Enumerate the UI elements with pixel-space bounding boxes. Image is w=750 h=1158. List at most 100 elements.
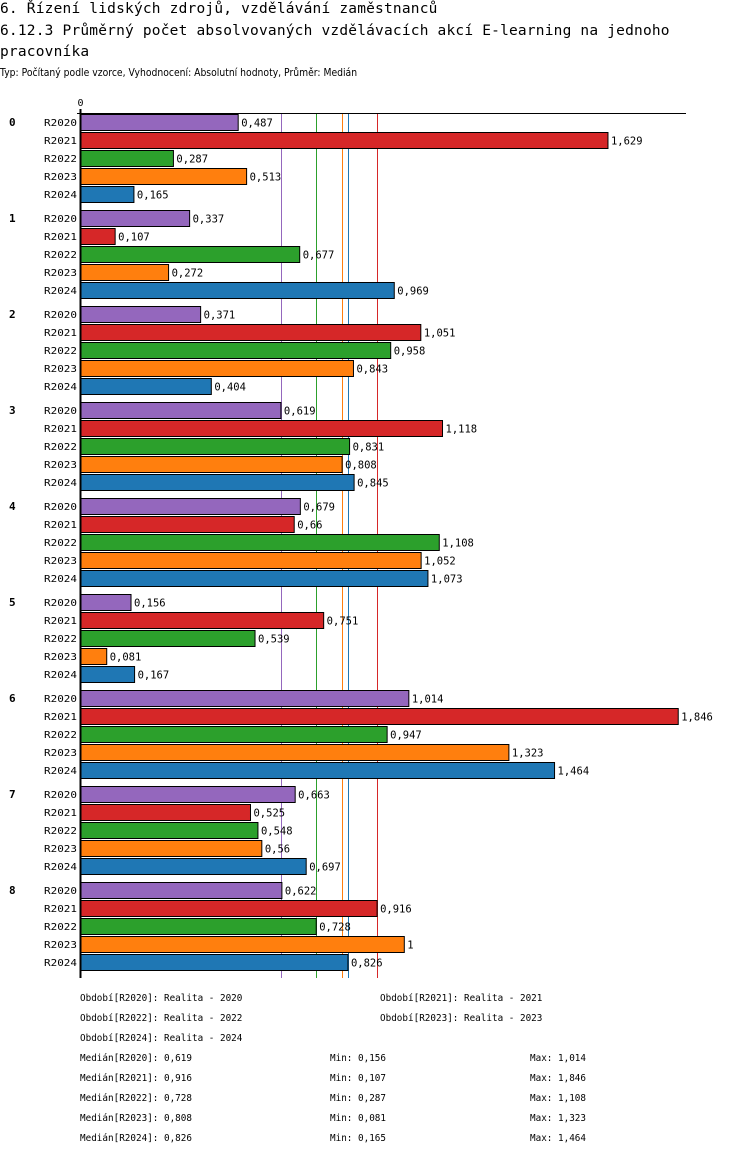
series-label: R2022 [44,634,77,645]
bar-r2022 [80,150,174,167]
bar-r2020 [80,786,296,803]
bar-r2024 [80,858,307,875]
legend-period-r2024: Období[R2024]: Realita - 2024 [80,1033,243,1044]
bar-r2020 [80,210,191,227]
bar-r2021 [80,804,251,821]
legend-period-r2021: Období[R2021]: Realita - 2021 [380,993,543,1004]
legend-period-r2023: Období[R2023]: Realita - 2023 [380,1013,543,1024]
value-label: 0,167 [138,670,170,682]
bar-r2021 [80,612,325,629]
bar-r2022 [80,342,392,359]
bar-r2020 [80,306,202,323]
value-label: 1,052 [424,556,456,568]
value-label: 0,679 [303,502,335,514]
bar-r2022 [80,438,351,455]
series-label: R2023 [44,748,77,759]
series-label: R2021 [44,520,77,531]
value-label: 0,619 [284,406,316,418]
series-label: R2024 [44,958,77,969]
bar-r2023 [80,168,248,185]
value-label: 0,165 [137,190,169,202]
series-label: R2024 [44,862,77,873]
max-r2024: Max: 1,464 [530,1133,587,1144]
value-label: 0,081 [110,652,142,664]
bar-r2020 [80,882,283,899]
bar-r2021 [80,132,609,149]
max-r2022: Max: 1,108 [530,1093,587,1104]
value-label: 0,697 [309,862,341,874]
bar-r2020 [80,114,239,131]
category-label: 1 [9,212,16,225]
value-label: 0,272 [172,268,204,280]
value-label: 0,525 [253,808,285,820]
series-label: R2020 [44,406,77,417]
bar-r2022 [80,918,317,935]
series-label: R2023 [44,556,77,567]
median-r2024: Medián[R2024]: 0,826 [80,1133,192,1144]
bar-r2022 [80,726,388,743]
bar-r2024 [80,954,349,971]
value-label: 0,958 [394,346,426,358]
series-label: R2023 [44,268,77,279]
x-tick-label: 0 [77,98,83,109]
series-label: R2021 [44,232,77,243]
series-label: R2020 [44,118,77,129]
value-label: 0,969 [397,286,429,298]
series-label: R2023 [44,652,77,663]
series-label: R2022 [44,154,77,165]
bar-r2024 [80,666,136,683]
series-label: R2020 [44,598,77,609]
series-label: R2021 [44,904,77,915]
min-r2023: Min: 0,081 [330,1113,387,1124]
bar-r2020 [80,594,132,611]
series-label: R2020 [44,886,77,897]
bar-r2024 [80,186,135,203]
value-label: 0,487 [241,118,273,130]
series-label: R2021 [44,712,77,723]
value-label: 1,629 [611,136,643,148]
max-r2020: Max: 1,014 [530,1053,587,1064]
series-label: R2024 [44,478,77,489]
value-label: 0,404 [214,382,246,394]
max-r2021: Max: 1,846 [530,1073,587,1084]
bar-r2024 [80,570,429,587]
series-label: R2023 [44,460,77,471]
series-label: R2022 [44,538,77,549]
series-label: R2021 [44,808,77,819]
value-label: 1,014 [412,694,444,706]
value-label: 0,287 [176,154,208,166]
value-label: 0,728 [319,922,351,934]
value-label: 0,539 [258,634,290,646]
min-r2020: Min: 0,156 [330,1053,387,1064]
series-label: R2020 [44,790,77,801]
bar-r2021 [80,228,116,245]
category-label: 2 [9,308,16,321]
chart-meta: Typ: Počítaný podle vzorce, Vyhodnocení:… [0,67,358,79]
bar-r2023 [80,552,422,569]
value-label: 0,548 [261,826,293,838]
bar-r2023 [80,360,354,377]
value-label: 0,107 [118,232,150,244]
series-label: R2024 [44,382,77,393]
series-label: R2021 [44,328,77,339]
category-label: 3 [9,404,16,417]
series-label: R2022 [44,250,77,261]
value-label: 1,118 [446,424,478,436]
category-label: 8 [9,884,16,897]
series-label: R2024 [44,286,77,297]
series-label: R2024 [44,670,77,681]
bar-r2021 [80,324,422,341]
series-label: R2020 [44,214,77,225]
value-label: 0,916 [380,904,412,916]
series-label: R2022 [44,346,77,357]
bar-r2021 [80,516,295,533]
min-r2021: Min: 0,107 [330,1073,387,1084]
series-label: R2021 [44,424,77,435]
category-label: 5 [9,596,16,609]
bar-r2021 [80,420,444,437]
bar-r2024 [80,762,556,779]
series-label: R2023 [44,364,77,375]
median-r2023: Medián[R2023]: 0,808 [80,1113,192,1124]
value-label: 0,371 [204,310,236,322]
